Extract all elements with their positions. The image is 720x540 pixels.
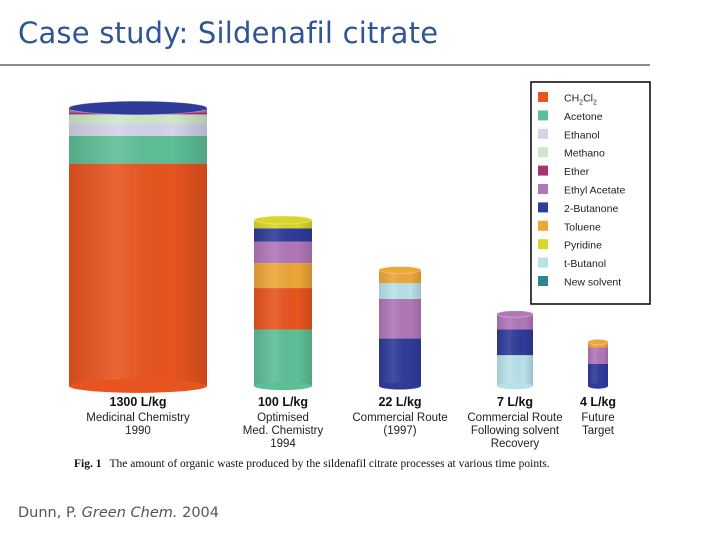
bar-3-total-label: 22 L/kg xyxy=(378,395,421,409)
legend-item-ethanol: Ethanol xyxy=(538,128,600,141)
bar-4 xyxy=(496,310,534,390)
legend-swatch-new_solvent xyxy=(538,276,548,286)
figure-caption: Fig. 1 The amount of organic waste produc… xyxy=(74,458,674,470)
bar-5-desc-line-2: Target xyxy=(582,425,615,437)
bar-2-desc-line-2: Med. Chemistry xyxy=(243,425,324,437)
bar-2-desc-line-1: Optimised xyxy=(257,412,309,424)
legend-label-methanol: Methano xyxy=(564,148,605,160)
legend-swatch-ether xyxy=(538,165,548,176)
bar-4-base xyxy=(497,382,533,390)
legend-swatch-t_butanol xyxy=(538,257,548,268)
legend-label-toluene: Toluene xyxy=(564,221,601,233)
bar-4-desc-line-2: Following solvent xyxy=(471,425,560,437)
bar-3 xyxy=(378,266,422,390)
bar-3-shading xyxy=(379,270,421,386)
legend-swatch-pyridine xyxy=(538,239,548,250)
figure-caption-text: The amount of organic waste produced by … xyxy=(109,458,550,470)
legend-item-ether: Ether xyxy=(538,165,590,178)
legend-item-ch2cl2: CH2Cl2 xyxy=(538,92,597,107)
bar-2-shading xyxy=(254,220,312,386)
citation-author: Dunn, P. xyxy=(18,505,78,521)
bar-1-base xyxy=(69,379,207,393)
legend-swatch-butanone xyxy=(538,202,548,213)
citation: Dunn, P. Green Chem. 2004 xyxy=(18,505,219,521)
legend-item-t_butanol: t-Butanol xyxy=(538,257,606,270)
legend-item-acetone: Acetone xyxy=(538,110,603,123)
bar-2 xyxy=(253,215,313,391)
legend-item-ethyl_acetate: Ethyl Acetate xyxy=(538,184,625,197)
legend-swatch-ethanol xyxy=(538,128,548,139)
legend-label-t_butanol: t-Butanol xyxy=(564,258,606,270)
bar-1-desc-line-1: Medicinal Chemistry xyxy=(86,412,190,424)
bar-5-base xyxy=(588,383,608,389)
bar-3-desc-line-2: (1997) xyxy=(383,425,416,437)
page-title: Case study: Sildenafil citrate xyxy=(18,16,439,50)
citation-year: 2004 xyxy=(182,505,219,521)
bar-1-desc-line-2: 1990 xyxy=(125,425,151,437)
bar-4-shading xyxy=(497,314,533,386)
bar-2-desc-line-3: 1994 xyxy=(270,438,296,450)
bar-5-total-label: 4 L/kg xyxy=(580,395,616,409)
citation-journal: Green Chem. xyxy=(81,505,178,521)
bar-1 xyxy=(68,100,208,393)
bar-1-shading xyxy=(69,108,207,386)
legend-label-ether: Ether xyxy=(564,166,590,178)
bar-4-desc-line-1: Commercial Route xyxy=(467,412,562,424)
bar-5-shading xyxy=(588,342,608,386)
bar-3-base xyxy=(379,382,421,390)
legend-item-methanol: Methano xyxy=(538,147,605,160)
legend-label-new_solvent: New solvent xyxy=(564,277,621,289)
legend-label-ethanol: Ethanol xyxy=(564,129,600,141)
legend-box xyxy=(530,81,651,305)
bar-3-cap xyxy=(378,266,422,274)
legend-label-pyridine: Pyridine xyxy=(564,240,602,252)
bar-5-cap xyxy=(587,338,609,346)
legend: CH2Cl2 Acetone Ethanol Methano Ether Ethyl Ac… xyxy=(530,81,651,305)
legend-label-acetone: Acetone xyxy=(564,111,603,123)
legend-label-ch2cl2: CH2Cl2 xyxy=(564,93,597,107)
bar-5 xyxy=(587,338,609,389)
legend-swatch-ethyl_acetate xyxy=(538,184,548,194)
legend-item-butanone: 2-Butanone xyxy=(538,202,618,215)
legend-item-pyridine: Pyridine xyxy=(538,239,602,252)
bar-5-desc-line-1: Future xyxy=(581,412,614,424)
legend-label-ethyl_acetate: Ethyl Acetate xyxy=(564,185,625,197)
bar-1-total-label: 1300 L/kg xyxy=(110,395,167,409)
bar-4-total-label: 7 L/kg xyxy=(497,395,533,409)
bars-layer xyxy=(68,100,609,393)
legend-item-new_solvent: New solvent xyxy=(538,276,621,289)
bar-2-base xyxy=(254,381,312,391)
bar-4-cap xyxy=(496,310,534,318)
legend-swatch-toluene xyxy=(538,220,548,231)
legend-swatch-methanol xyxy=(538,147,548,158)
bar-2-total-label: 100 L/kg xyxy=(258,395,308,409)
figure-label: Fig. 1 xyxy=(74,458,102,470)
legend-swatch-acetone xyxy=(538,110,548,121)
bar-1-cap xyxy=(68,100,208,116)
legend-swatch-ch2cl2 xyxy=(538,92,548,102)
bar-2-cap xyxy=(253,215,313,225)
bar-3-desc-line-1: Commercial Route xyxy=(352,412,447,424)
legend-item-toluene: Toluene xyxy=(538,220,601,233)
bar-4-desc-line-3: Recovery xyxy=(491,438,540,450)
legend-label-butanone: 2-Butanone xyxy=(564,203,618,215)
title-divider xyxy=(0,64,650,66)
